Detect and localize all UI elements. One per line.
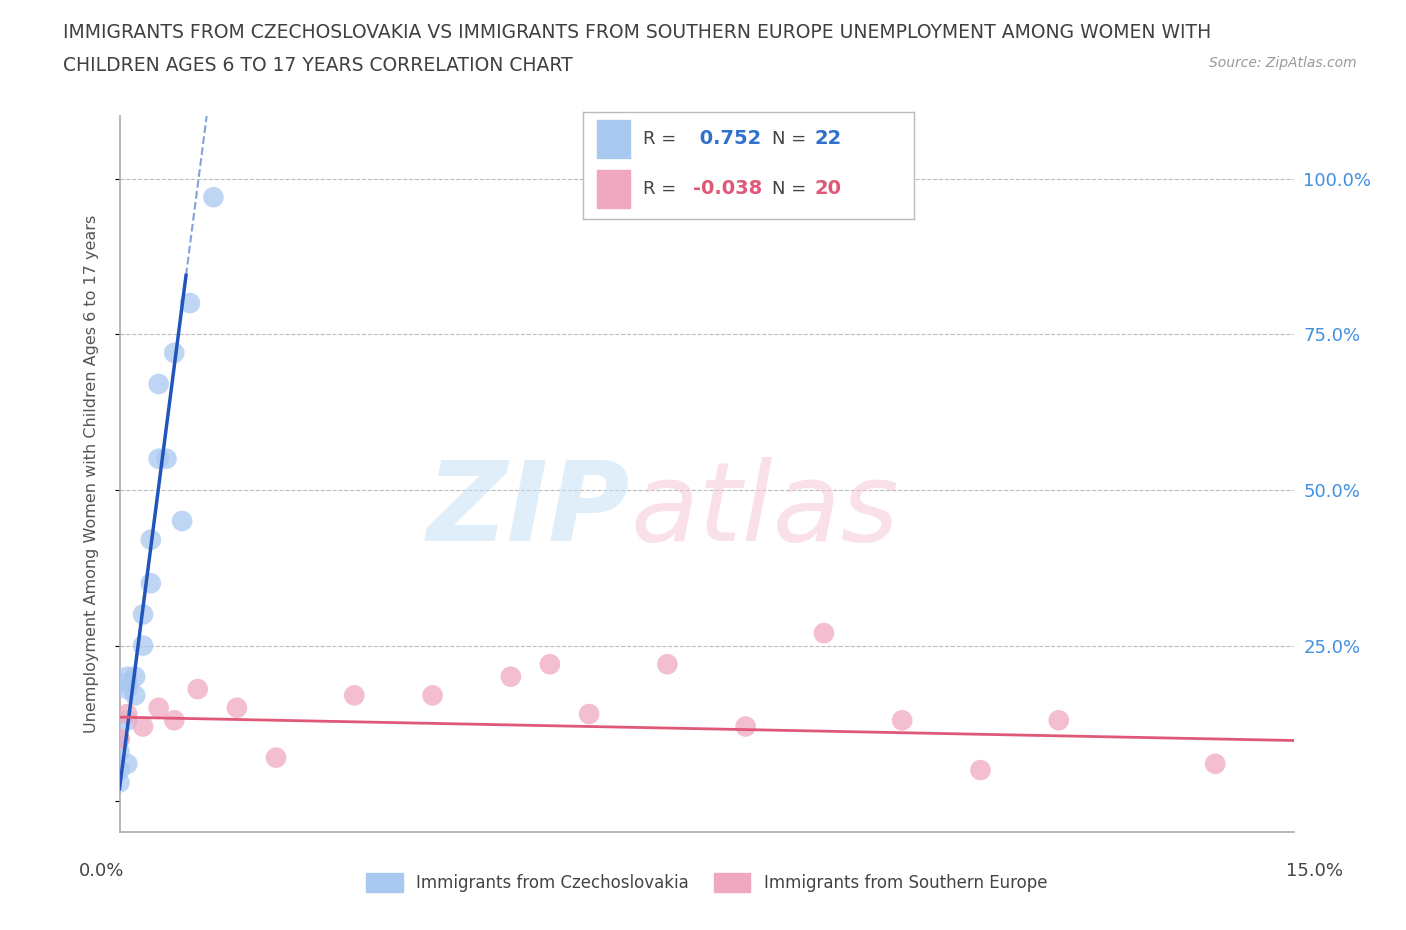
Point <box>891 712 914 727</box>
Point <box>108 763 131 777</box>
Point <box>132 719 155 734</box>
Text: 20: 20 <box>815 179 842 198</box>
Point <box>538 657 561 671</box>
Point <box>1047 712 1070 727</box>
Point <box>187 682 209 697</box>
Point <box>179 296 201 311</box>
Point <box>499 670 522 684</box>
Text: -0.038: -0.038 <box>693 179 762 198</box>
Point <box>148 377 170 392</box>
Text: N =: N = <box>772 130 811 148</box>
Point <box>264 751 287 765</box>
Text: 15.0%: 15.0% <box>1286 862 1343 880</box>
Point <box>148 451 170 466</box>
Text: 0.752: 0.752 <box>693 129 761 149</box>
Point <box>108 775 131 790</box>
Text: N =: N = <box>772 179 811 197</box>
Text: CHILDREN AGES 6 TO 17 YEARS CORRELATION CHART: CHILDREN AGES 6 TO 17 YEARS CORRELATION … <box>63 56 574 74</box>
Text: Source: ZipAtlas.com: Source: ZipAtlas.com <box>1209 56 1357 70</box>
Point <box>139 532 162 547</box>
Text: 22: 22 <box>815 129 842 149</box>
Point <box>132 638 155 653</box>
Point <box>117 707 139 722</box>
Point <box>422 688 444 703</box>
Legend: Immigrants from Czechoslovakia, Immigrants from Southern Europe: Immigrants from Czechoslovakia, Immigran… <box>366 873 1047 892</box>
Point <box>108 732 131 747</box>
Point <box>202 190 225 205</box>
Point <box>124 670 146 684</box>
Point <box>132 607 155 622</box>
Point <box>969 763 991 777</box>
Text: R =: R = <box>643 179 682 197</box>
Point <box>734 719 756 734</box>
Point <box>117 675 139 690</box>
Point <box>117 682 139 697</box>
Point <box>343 688 366 703</box>
Bar <box>596 120 630 157</box>
Point <box>124 688 146 703</box>
Y-axis label: Unemployment Among Women with Children Ages 6 to 17 years: Unemployment Among Women with Children A… <box>84 215 98 734</box>
Point <box>117 756 139 771</box>
Point <box>172 513 194 528</box>
Point <box>155 451 177 466</box>
Text: IMMIGRANTS FROM CZECHOSLOVAKIA VS IMMIGRANTS FROM SOUTHERN EUROPE UNEMPLOYMENT A: IMMIGRANTS FROM CZECHOSLOVAKIA VS IMMIGR… <box>63 23 1212 42</box>
Point <box>1204 756 1226 771</box>
Point <box>108 744 131 759</box>
Point <box>139 576 162 591</box>
Point <box>657 657 679 671</box>
Point <box>108 732 131 747</box>
Text: ZIP: ZIP <box>426 457 630 564</box>
Point <box>163 712 186 727</box>
Bar <box>596 170 630 208</box>
Point <box>117 670 139 684</box>
Point <box>163 345 186 360</box>
Text: 0.0%: 0.0% <box>79 862 124 880</box>
Point <box>813 626 835 641</box>
Point <box>117 712 139 727</box>
Text: R =: R = <box>643 130 682 148</box>
Point <box>225 700 249 715</box>
Text: atlas: atlas <box>630 457 898 564</box>
Point <box>578 707 600 722</box>
Point <box>148 700 170 715</box>
